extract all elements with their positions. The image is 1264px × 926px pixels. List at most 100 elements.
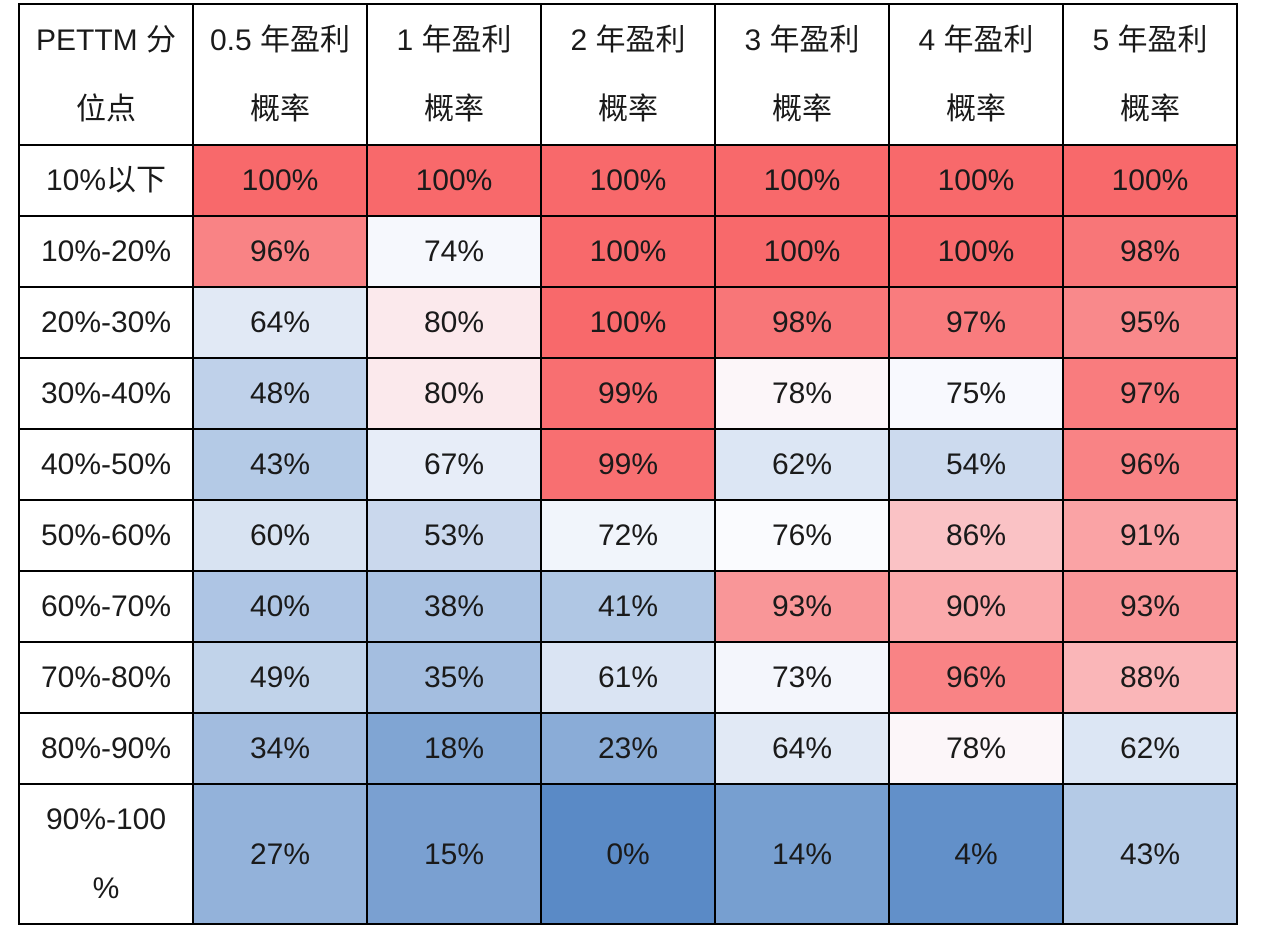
heatmap-cell: 76% (714, 499, 890, 572)
heatmap-cell: 23% (540, 712, 716, 785)
table-row: 30%-40% 48% 80% 99% 78% 75% 97% (18, 357, 1238, 430)
row-label: 60%-70% (18, 570, 194, 643)
heatmap-cell: 95% (1062, 286, 1238, 359)
heatmap-cell: 100% (540, 215, 716, 288)
column-header-1: 1 年盈利概率 (366, 3, 542, 146)
row-label: 90%-100% (18, 783, 194, 925)
heatmap-cell: 100% (366, 144, 542, 217)
heatmap-cell: 75% (888, 357, 1064, 430)
heatmap-cell: 100% (1062, 144, 1238, 217)
heatmap-cell: 64% (714, 712, 890, 785)
heatmap-cell: 34% (192, 712, 368, 785)
column-header-0: 0.5 年盈利 概率 (192, 3, 368, 146)
heatmap-cell: 98% (1062, 215, 1238, 288)
table-row: 10%以下 100% 100% 100% 100% 100% 100% (18, 144, 1238, 217)
heatmap-cell: 62% (714, 428, 890, 501)
heatmap-cell: 38% (366, 570, 542, 643)
row-label-line: 20%-30% (40, 306, 172, 339)
table-row: 70%-80% 49% 35% 61% 73% 96% 88% (18, 641, 1238, 714)
column-header-3: 3 年盈利概率 (714, 3, 890, 146)
table-row: 50%-60% 60% 53% 72% 76% 86% 91% (18, 499, 1238, 572)
row-label-line: 10%-20% (40, 235, 172, 268)
heatmap-table: PETTM 分 位点 0.5 年盈利 概率 1 年盈利 概率 2 年盈利 概率 3 年盈利概… (18, 3, 1238, 925)
heatmap-cell: 93% (1062, 570, 1238, 643)
heatmap-cell: 53% (366, 499, 542, 572)
row-label-line: 30%-40% (40, 377, 172, 410)
row-label-line: % (92, 872, 120, 905)
column-header-line: 1 年盈利 (396, 23, 512, 57)
column-header-line: 概率 (424, 92, 484, 126)
heatmap-cell: 27% (192, 783, 368, 925)
column-header-line: 概率 (598, 92, 658, 126)
row-label: 10%-20% (18, 215, 194, 288)
heatmap-cell: 54% (888, 428, 1064, 501)
column-header-line: 概率 (1120, 92, 1180, 126)
heatmap-cell: 97% (888, 286, 1064, 359)
heatmap-cell: 88% (1062, 641, 1238, 714)
column-header-line: 5 年盈利 (1092, 23, 1208, 57)
column-header-line: 概率 (772, 92, 832, 126)
table-body: 10%以下 100% 100% 100% 100% 100% 100% 10%-20% 96% 7… (18, 144, 1238, 925)
column-header-line: 3 年盈利 (744, 23, 860, 57)
heatmap-cell: 74% (366, 215, 542, 288)
heatmap-cell: 98% (714, 286, 890, 359)
heatmap-cell: 99% (540, 357, 716, 430)
table-row: 80%-90% 34% 18% 23% 64% 78% 62% (18, 712, 1238, 785)
corner-header-line-1: PETTM 分 (36, 23, 176, 57)
heatmap-cell: 97% (1062, 357, 1238, 430)
column-header-5: 5 年盈利概率 (1062, 3, 1238, 146)
column-header-line: 概率 (250, 92, 310, 126)
heatmap-cell: 67% (366, 428, 542, 501)
heatmap-cell: 91% (1062, 499, 1238, 572)
row-label-line: 80%-90% (40, 732, 172, 765)
heatmap-cell: 96% (192, 215, 368, 288)
heatmap-cell: 100% (540, 144, 716, 217)
table-row: 90%-100% 27% 15% 0% 14% 4% 43% (18, 783, 1238, 925)
row-label: 10%以下 (18, 144, 194, 217)
heatmap-cell: 4% (888, 783, 1064, 925)
heatmap-cell: 100% (714, 144, 890, 217)
heatmap-cell: 41% (540, 570, 716, 643)
row-label-line: 70%-80% (40, 661, 172, 694)
heatmap-cell: 86% (888, 499, 1064, 572)
heatmap-cell: 100% (888, 144, 1064, 217)
column-header-line: 0.5 年盈利 (209, 23, 351, 57)
table-row: 60%-70% 40% 38% 41% 93% 90% 93% (18, 570, 1238, 643)
heatmap-cell: 100% (192, 144, 368, 217)
heatmap-cell: 96% (888, 641, 1064, 714)
table-row: 20%-30% 64% 80% 100% 98% 97% 95% (18, 286, 1238, 359)
row-label: 40%-50% (18, 428, 194, 501)
heatmap-cell: 49% (192, 641, 368, 714)
heatmap-cell: 0% (540, 783, 716, 925)
heatmap-cell: 96% (1062, 428, 1238, 501)
heatmap-cell: 73% (714, 641, 890, 714)
table-row: 10%-20% 96% 74% 100% 100% 100% 98% (18, 215, 1238, 288)
row-label: 70%-80% (18, 641, 194, 714)
row-label-line: 90%-100 (45, 803, 167, 836)
corner-header: PETTM 分 位点 (18, 3, 194, 146)
heatmap-cell: 80% (366, 357, 542, 430)
row-label-line: 10%以下 (45, 164, 167, 197)
heatmap-cell: 35% (366, 641, 542, 714)
column-header-2: 2 年盈利 概率 (540, 3, 716, 146)
heatmap-cell: 62% (1062, 712, 1238, 785)
heatmap-cell: 100% (714, 215, 890, 288)
heatmap-cell: 14% (714, 783, 890, 925)
row-label: 20%-30% (18, 286, 194, 359)
row-label-line: 50%-60% (40, 519, 172, 552)
header-row: PETTM 分 位点 0.5 年盈利 概率 1 年盈利 概率 2 年盈利 概率 3 年盈利概… (18, 3, 1238, 146)
heatmap-cell: 100% (888, 215, 1064, 288)
column-header-line: 概率 (946, 92, 1006, 126)
heatmap-cell: 48% (192, 357, 368, 430)
row-label: 80%-90% (18, 712, 194, 785)
heatmap-cell: 60% (192, 499, 368, 572)
row-label-line: 60%-70% (40, 590, 172, 623)
heatmap-cell: 80% (366, 286, 542, 359)
heatmap-cell: 61% (540, 641, 716, 714)
heatmap-cell: 78% (714, 357, 890, 430)
corner-header-line-2: 位点 (76, 92, 136, 126)
heatmap-cell: 90% (888, 570, 1064, 643)
heatmap-cell: 93% (714, 570, 890, 643)
heatmap-cell: 99% (540, 428, 716, 501)
row-label: 50%-60% (18, 499, 194, 572)
